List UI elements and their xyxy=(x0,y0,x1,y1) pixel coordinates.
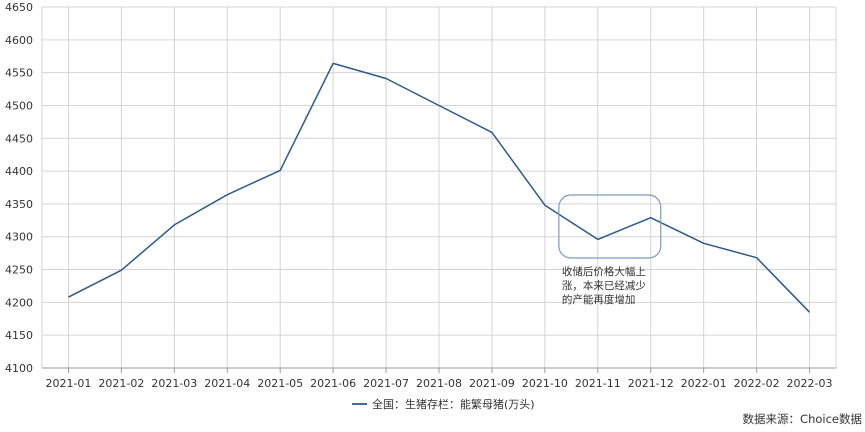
annotation-text-line: 的产能再度增加 xyxy=(562,293,636,306)
x-tick-label: 2021-03 xyxy=(151,377,197,390)
x-tick-label: 2021-04 xyxy=(204,377,250,390)
y-tick-label: 4600 xyxy=(5,34,33,47)
x-tick-label: 2021-08 xyxy=(416,377,462,390)
y-tick-label: 4200 xyxy=(5,296,33,309)
y-tick-label: 4300 xyxy=(5,231,33,244)
x-tick-label: 2021-07 xyxy=(363,377,409,390)
y-tick-label: 4500 xyxy=(5,99,33,112)
legend-label: 全国：生猪存栏：能繁母猪(万头) xyxy=(372,397,535,411)
annotation-text-line: 收储后价格大幅上 xyxy=(562,265,646,278)
y-tick-label: 4100 xyxy=(5,362,33,375)
series-layer xyxy=(68,62,811,313)
x-tick-label: 2021-11 xyxy=(575,377,621,390)
x-tick-label: 2022-02 xyxy=(734,377,780,390)
y-tick-label: 4350 xyxy=(5,198,33,211)
x-tick-label: 2022-03 xyxy=(787,377,833,390)
series-line xyxy=(68,62,811,313)
x-tick-label: 2022-01 xyxy=(681,377,727,390)
grid xyxy=(41,6,837,369)
data-source-note: 数据来源：Choice数据 xyxy=(743,412,863,426)
y-tick-label: 4150 xyxy=(5,329,33,342)
x-tick-label: 2021-10 xyxy=(522,377,568,390)
axes: 4100 4150 4200 4250 4300 4350 4400 4450 4500 4550… xyxy=(5,1,836,390)
x-tick-label: 2021-01 xyxy=(45,377,91,390)
x-tick-label: 2021-06 xyxy=(310,377,356,390)
y-tick-label: 4450 xyxy=(5,132,33,145)
x-tick-label: 2021-09 xyxy=(469,377,515,390)
annotation-highlight-box xyxy=(558,194,662,259)
x-tick-label: 2021-12 xyxy=(628,377,674,390)
y-tick-label: 4650 xyxy=(5,1,33,14)
y-tick-label: 4400 xyxy=(5,165,33,178)
y-tick-label: 4550 xyxy=(5,67,33,80)
x-tick-label: 2021-02 xyxy=(98,377,144,390)
x-tick-label: 2021-05 xyxy=(257,377,303,390)
legend: 全国：生猪存栏：能繁母猪(万头) xyxy=(352,397,535,411)
y-tick-label: 4250 xyxy=(5,264,33,277)
annotation-text-line: 涨，本来已经减少 xyxy=(562,279,646,292)
